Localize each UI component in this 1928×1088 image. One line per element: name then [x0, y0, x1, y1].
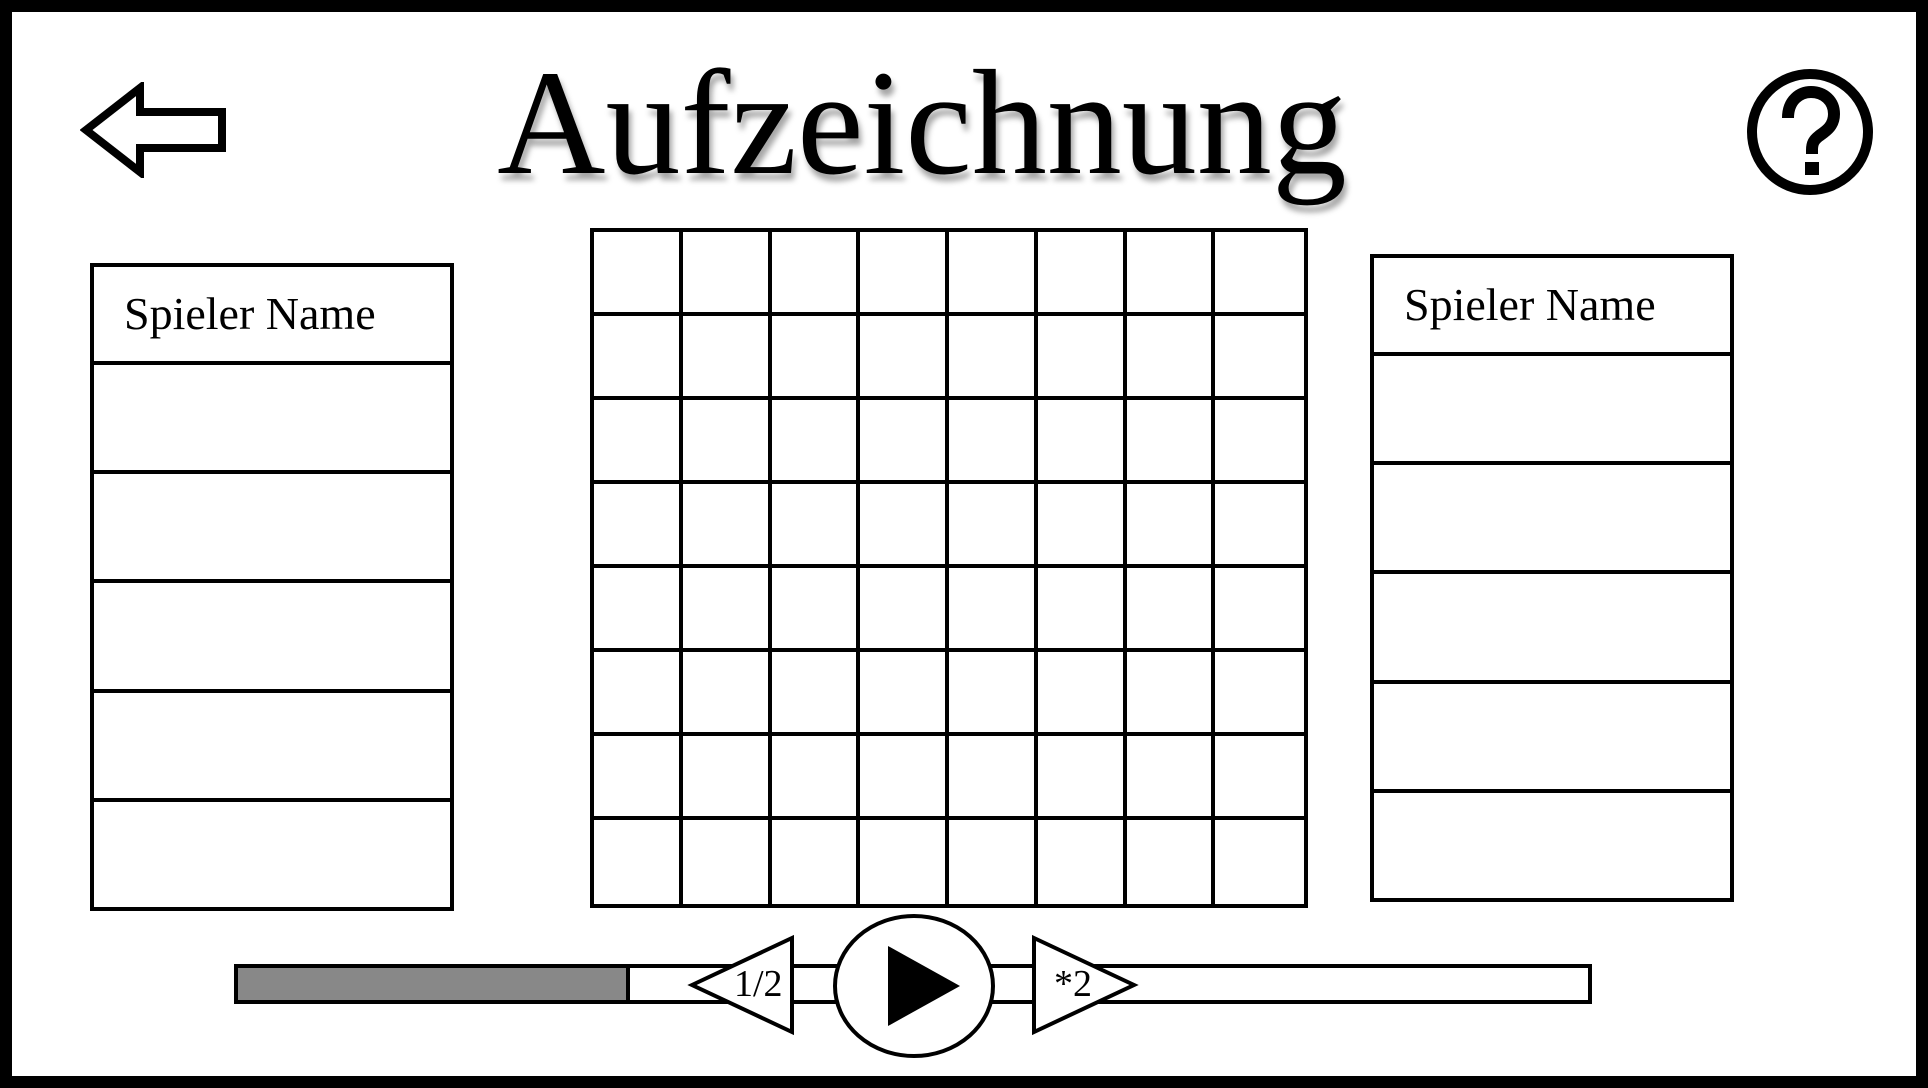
board-cell[interactable]: [1215, 232, 1304, 316]
board-cell[interactable]: [1126, 400, 1216, 484]
board-cell[interactable]: [772, 820, 861, 904]
board-cell[interactable]: [949, 568, 1038, 652]
right-player-row: [1374, 465, 1730, 575]
board-cell[interactable]: [682, 652, 772, 736]
playback-progress-fill: [238, 968, 630, 1000]
board-cell[interactable]: [1126, 232, 1216, 316]
board-cell[interactable]: [1126, 736, 1216, 820]
board-cell[interactable]: [1038, 820, 1127, 904]
board-cell[interactable]: [860, 316, 949, 400]
board-cell[interactable]: [771, 652, 861, 736]
question-mark-circle-icon: [1747, 69, 1873, 195]
page-title: Aufzeichnung: [497, 40, 1347, 206]
board-cell[interactable]: [1215, 568, 1304, 652]
right-player-table: Spieler Name: [1370, 254, 1734, 902]
board-cell[interactable]: [1037, 232, 1127, 316]
half-speed-button[interactable]: 1/2: [686, 934, 798, 1036]
right-player-row: [1374, 793, 1730, 898]
board-cell[interactable]: [949, 232, 1038, 316]
left-player-row: [94, 693, 450, 802]
board-cell[interactable]: [1126, 652, 1216, 736]
board-cell[interactable]: [1215, 316, 1304, 400]
board-cell[interactable]: [594, 568, 683, 652]
left-player-table: Spieler Name: [90, 263, 454, 911]
board-cell[interactable]: [1037, 736, 1127, 820]
board-cell[interactable]: [771, 568, 861, 652]
board-cell[interactable]: [682, 568, 772, 652]
board-cell[interactable]: [1215, 820, 1304, 904]
board-cell[interactable]: [1215, 736, 1304, 820]
back-button[interactable]: [80, 82, 228, 178]
board-cell[interactable]: [1215, 400, 1304, 484]
double-speed-button[interactable]: *2: [1028, 934, 1140, 1036]
right-player-row: [1374, 356, 1730, 466]
board-cell[interactable]: [594, 484, 683, 568]
left-player-row: [94, 802, 450, 907]
board-cell[interactable]: [949, 652, 1038, 736]
board-cell[interactable]: [682, 400, 772, 484]
board-cell[interactable]: [682, 736, 772, 820]
double-speed-label: *2: [1054, 963, 1092, 1005]
board-cell[interactable]: [594, 652, 683, 736]
play-icon: [833, 914, 995, 1058]
triangle-right-icon: [1032, 934, 1139, 1036]
board-cell[interactable]: [682, 232, 772, 316]
left-player-row: [94, 583, 450, 693]
board-cell[interactable]: [683, 820, 772, 904]
board-cell[interactable]: [594, 736, 683, 820]
board-cell[interactable]: [771, 484, 861, 568]
board-cell[interactable]: [594, 820, 683, 904]
board-cell[interactable]: [1126, 568, 1216, 652]
board-cell[interactable]: [1037, 484, 1127, 568]
board-cell[interactable]: [860, 736, 949, 820]
arrow-left-icon: [80, 82, 226, 178]
board-cell[interactable]: [1215, 652, 1304, 736]
board-cell[interactable]: [1037, 316, 1127, 400]
board-cell[interactable]: [771, 232, 861, 316]
left-player-name: Spieler Name: [94, 267, 450, 365]
half-speed-label: 1/2: [734, 963, 783, 1005]
board-cell[interactable]: [1037, 568, 1127, 652]
board-cell[interactable]: [949, 736, 1038, 820]
board-cell[interactable]: [949, 316, 1038, 400]
board-cell[interactable]: [860, 400, 949, 484]
board-cell[interactable]: [1215, 484, 1304, 568]
left-player-row: [94, 474, 450, 584]
board-cell[interactable]: [771, 316, 861, 400]
help-button[interactable]: [1744, 66, 1876, 198]
game-board: [590, 228, 1308, 908]
board-cell[interactable]: [949, 400, 1038, 484]
board-cell[interactable]: [860, 820, 949, 904]
board-cell[interactable]: [860, 568, 949, 652]
board-cell[interactable]: [1037, 400, 1127, 484]
play-button[interactable]: [830, 912, 998, 1060]
board-cell[interactable]: [860, 232, 949, 316]
board-cell[interactable]: [771, 736, 861, 820]
board-cell[interactable]: [594, 400, 683, 484]
board-cell[interactable]: [1126, 484, 1216, 568]
board-cell[interactable]: [682, 484, 772, 568]
right-player-row: [1374, 684, 1730, 793]
board-cell[interactable]: [682, 316, 772, 400]
board-cell[interactable]: [594, 316, 683, 400]
board-cell[interactable]: [949, 820, 1038, 904]
triangle-left-icon: [687, 934, 794, 1036]
board-cell[interactable]: [1037, 652, 1127, 736]
board-cell[interactable]: [860, 484, 949, 568]
board-cell[interactable]: [860, 652, 949, 736]
right-player-name: Spieler Name: [1374, 258, 1730, 356]
board-cell[interactable]: [594, 232, 683, 316]
board-cell[interactable]: [771, 400, 861, 484]
right-player-row: [1374, 574, 1730, 684]
board-cell[interactable]: [1127, 820, 1216, 904]
board-cell[interactable]: [949, 484, 1038, 568]
board-cell[interactable]: [1126, 316, 1216, 400]
left-player-row: [94, 365, 450, 475]
